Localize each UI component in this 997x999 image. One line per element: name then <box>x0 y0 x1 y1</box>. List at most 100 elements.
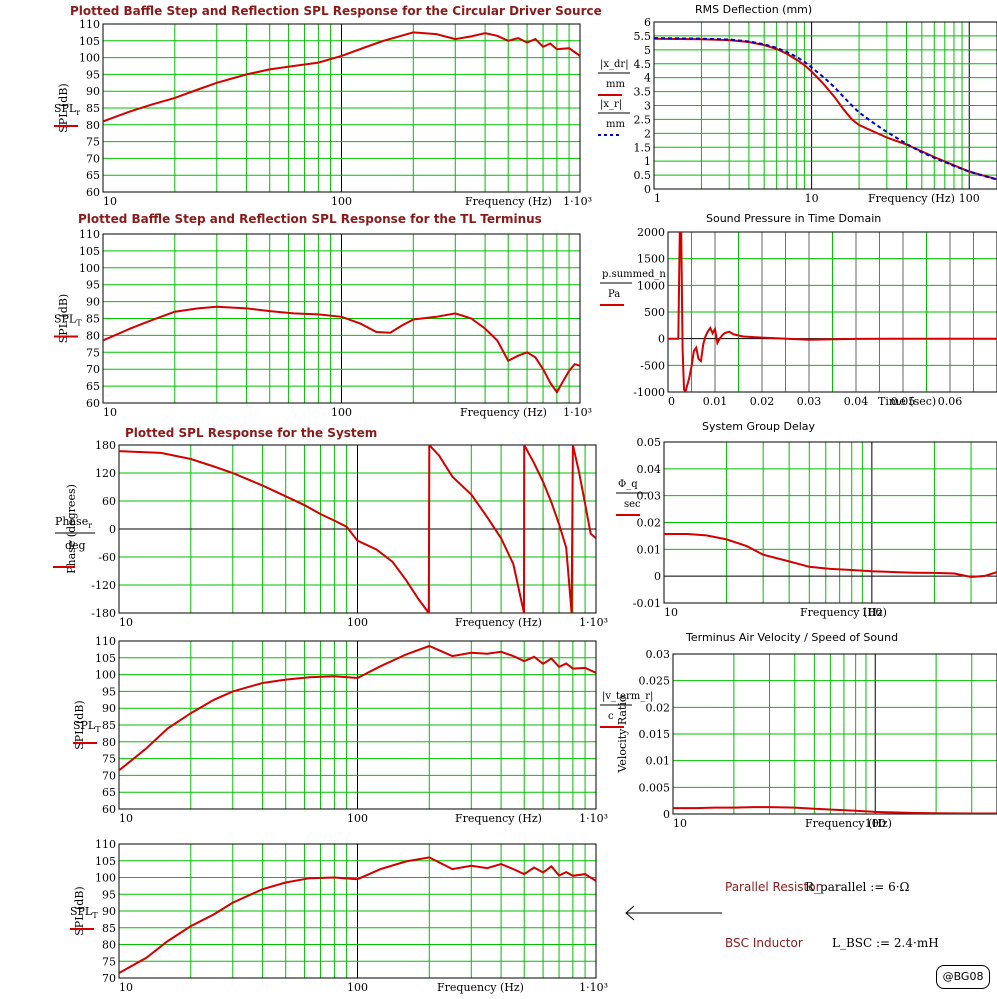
terminus-velocity-grid <box>673 654 997 814</box>
terminus-velocity-legend-num-0: |v_term_r| <box>602 691 653 702</box>
spl-system2-ylabel: SPL (dB) <box>73 886 86 935</box>
terminus-velocity-ytick-3: 0.015 <box>639 728 671 741</box>
spl-system2-ytick-1: 75 <box>102 955 116 968</box>
spl-system1-grid <box>119 641 596 809</box>
pressure-time-ytick-3: 500 <box>644 306 665 319</box>
spl-driver-xtick-0: 10 <box>103 195 117 208</box>
spl-driver-xtick-1: 100 <box>331 195 352 208</box>
rms-deflection-legend-num-0: |x_dr| <box>600 59 629 70</box>
group-delay-legend-num-0: Φ_q <box>618 479 638 490</box>
pressure-time-xtick-5: 0.05 <box>891 395 916 408</box>
parallel-resistor-formula: R_parallel := 6·Ω <box>805 880 910 894</box>
arrow-left-icon <box>625 905 722 921</box>
phase-ytick-4: 60 <box>102 495 116 508</box>
spl-tl-ytick-3: 75 <box>86 346 100 359</box>
spl-system2-ytick-4: 90 <box>102 905 116 918</box>
spl-system2-frame <box>118 843 597 979</box>
group-delay-ytick-0: -0.01 <box>633 597 661 610</box>
pressure-time-grid <box>668 232 997 392</box>
pressure-time-xtick-0: 0 <box>668 395 675 408</box>
spl-tl-grid <box>103 234 580 403</box>
spl-system2-xtick-2: 1·10³ <box>579 981 608 994</box>
pressure-time-xtick-3: 0.03 <box>797 395 822 408</box>
phase-ytick-0: -180 <box>91 607 116 620</box>
spl-system1-chart: 60 65 70 75 80 85 90 95 100 105 110 10 100 1·10³ Frequ… <box>73 635 608 825</box>
spl-tl-ytick-5: 85 <box>86 313 100 326</box>
rms-deflection-series-1 <box>654 37 997 181</box>
terminus-velocity-ytick-1: 0.005 <box>639 781 671 794</box>
pressure-time-ytick-6: 2000 <box>637 226 665 239</box>
rms-deflection-ytick-9: 4.5 <box>634 58 652 71</box>
spl-driver-frame <box>102 23 581 193</box>
spl-driver-ytick-8: 100 <box>79 52 100 65</box>
rms-deflection-ytick-10: 5 <box>644 44 651 57</box>
spl-tl-legend-label: SPLT <box>54 313 82 328</box>
spl-tl-ytick-6: 90 <box>86 296 100 309</box>
spl-driver-ytick-1: 65 <box>86 169 100 182</box>
phase-title: Plotted SPL Response for the System <box>125 426 377 440</box>
spl-tl-ytick-2: 70 <box>86 363 100 376</box>
spl-system2-ytick-2: 80 <box>102 939 116 952</box>
bsc-inductor-label: BSC Inductor <box>725 936 803 950</box>
spl-driver-ytick-4: 80 <box>86 119 100 132</box>
terminus-velocity-series-0 <box>673 806 997 814</box>
group-delay-xtick-0: 10 <box>664 606 678 619</box>
rms-deflection-ytick-7: 3.5 <box>634 86 652 99</box>
rms-deflection-series-0 <box>654 37 997 181</box>
terminus-velocity-ytick-0: 0 <box>663 808 670 821</box>
rms-deflection-ytick-12: 6 <box>644 16 651 29</box>
phase-frame <box>118 444 597 614</box>
spl-driver-xlabel: Frequency (Hz) <box>465 195 552 208</box>
rms-deflection-chart: 00.511.522.533.544.555.561 10 100Frequency… <box>598 3 997 205</box>
spl-system1-ytick-1: 65 <box>102 786 116 799</box>
spl-driver-ytick-10: 110 <box>79 18 100 31</box>
spl-system1-series-0 <box>119 644 596 772</box>
spl-system2-ytick-3: 85 <box>102 922 116 935</box>
rms-deflection-frame <box>653 21 997 190</box>
spl-tl-ytick-1: 65 <box>86 380 100 393</box>
phase-ytick-5: 120 <box>95 467 116 480</box>
pressure-time-xtick-2: 0.02 <box>750 395 775 408</box>
rms-deflection-legend-den-0: mm <box>606 79 625 90</box>
phase-xtick-1: 100 <box>347 616 368 629</box>
terminus-velocity-xtick-0: 10 <box>673 817 687 830</box>
pressure-time-ytick-2: 0 <box>658 333 665 346</box>
pressure-time-ytick-0: -1000 <box>633 386 665 399</box>
pressure-time-xtick-4: 0.04 <box>844 395 869 408</box>
group-delay-legend-den-0: sec <box>624 499 641 510</box>
phase-ytick-6: 180 <box>95 439 116 452</box>
terminus-velocity-xtick-1: 100 <box>865 817 886 830</box>
rms-deflection-legend-den-1: mm <box>606 119 625 130</box>
pressure-time-ytick-5: 1500 <box>637 253 665 266</box>
spl-system2-ytick-8: 110 <box>95 838 116 851</box>
spl-system2-grid <box>119 844 596 978</box>
spl-driver-ytick-9: 105 <box>79 35 100 48</box>
rms-deflection-ytick-8: 4 <box>644 72 651 85</box>
spl-tl-ytick-7: 95 <box>86 279 100 292</box>
parallel-resistor-label: Parallel Resistor <box>725 880 821 894</box>
group-delay-ytick-5: 0.04 <box>637 463 662 476</box>
terminus-velocity-ytick-6: 0.03 <box>646 648 671 661</box>
spl-driver-ytick-0: 60 <box>86 186 100 199</box>
spl-system1-ytick-7: 95 <box>102 685 116 698</box>
spl-driver-ytick-7: 95 <box>86 68 100 81</box>
phase-ylabel: Phase (degrees) <box>65 484 78 574</box>
phase-xtick-2: 1·10³ <box>579 616 608 629</box>
spl-driver-ytick-5: 85 <box>86 102 100 115</box>
group-delay-grid <box>664 442 997 603</box>
phase-ytick-1: -120 <box>91 579 116 592</box>
spl-system2-ytick-7: 105 <box>95 855 116 868</box>
spl-system1-ytick-2: 70 <box>102 769 116 782</box>
spl-driver-ytick-2: 70 <box>86 152 100 165</box>
spl-system1-xtick-0: 10 <box>119 812 133 825</box>
phase-xtick-0: 10 <box>119 616 133 629</box>
pressure-time-legend-den-0: Pa <box>608 289 620 300</box>
rms-deflection-grid <box>654 22 997 189</box>
spl-system2-legend-label: SPLT <box>70 905 98 920</box>
spl-tl-ytick-0: 60 <box>86 397 100 410</box>
phase-series-0 <box>119 445 596 613</box>
spl-system2-xlabel: Frequency (Hz) <box>437 981 524 994</box>
group-delay-xtick-1: 100 <box>861 606 882 619</box>
